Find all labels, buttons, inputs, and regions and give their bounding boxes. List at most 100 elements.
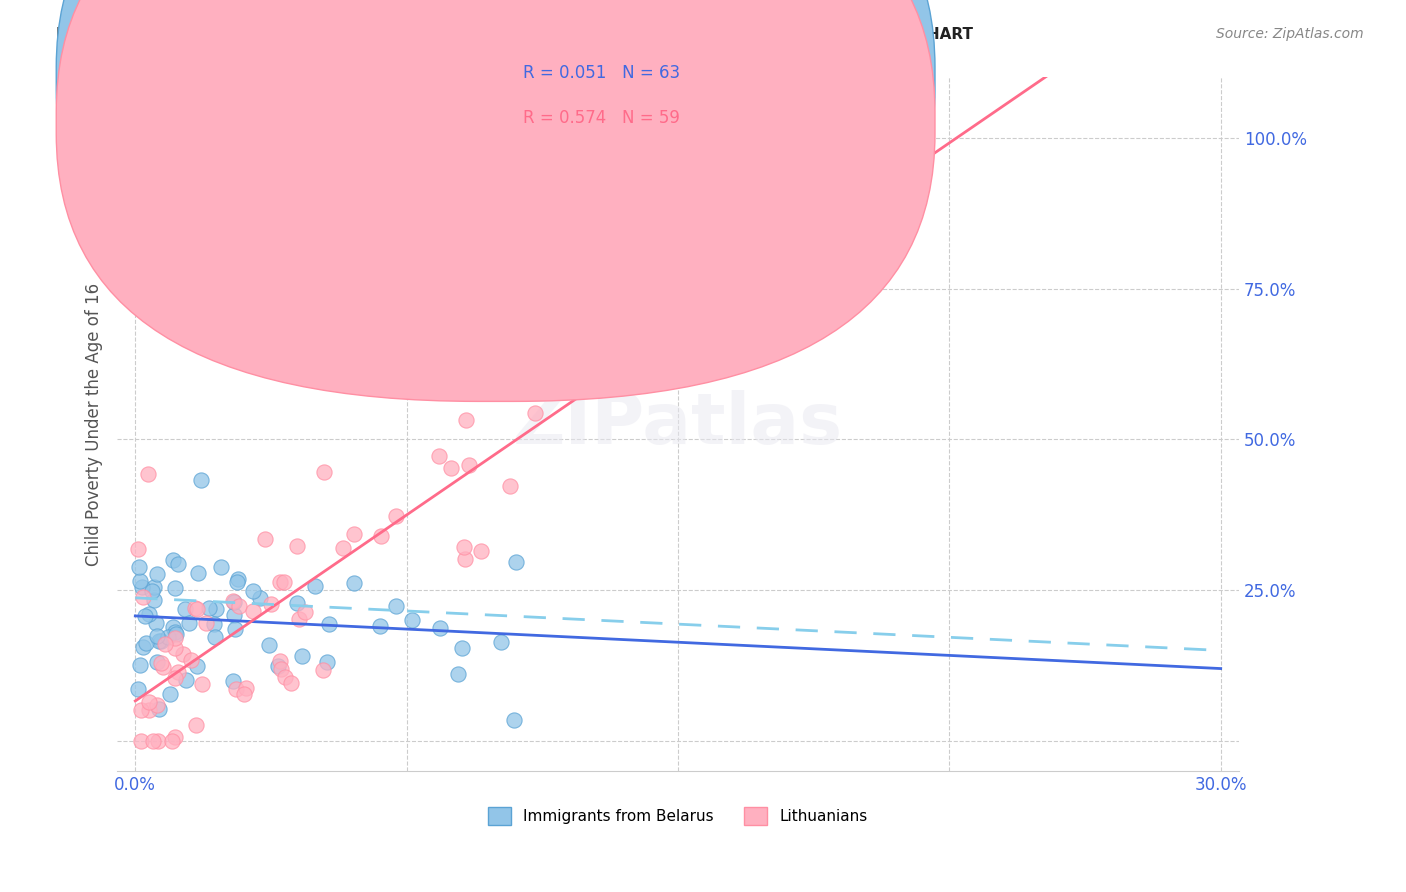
Point <box>186 601 208 615</box>
Point <box>146 567 169 582</box>
Point <box>184 717 207 731</box>
Point <box>148 702 170 716</box>
Point <box>447 666 470 681</box>
Point <box>195 616 218 631</box>
Point <box>165 730 187 744</box>
Point <box>146 655 169 669</box>
Point <box>148 633 170 648</box>
Point <box>523 407 546 421</box>
Point <box>269 654 291 668</box>
Point <box>146 629 169 643</box>
Point <box>167 557 190 571</box>
Point <box>270 662 292 676</box>
Point <box>209 560 232 574</box>
Point <box>165 627 187 641</box>
Point <box>291 649 314 664</box>
Point <box>280 676 302 690</box>
Point <box>134 608 156 623</box>
Point <box>342 576 364 591</box>
Point <box>180 653 202 667</box>
Point <box>470 543 492 558</box>
Point <box>225 575 247 590</box>
Point <box>145 616 167 631</box>
Point <box>162 619 184 633</box>
Text: ZIPatlas: ZIPatlas <box>513 390 844 458</box>
Point <box>132 590 155 604</box>
Point <box>150 634 173 648</box>
Point <box>385 599 408 613</box>
Point <box>204 630 226 644</box>
Point <box>368 619 391 633</box>
Point <box>224 594 246 608</box>
Point <box>129 657 152 672</box>
Point <box>226 573 249 587</box>
Point <box>221 594 243 608</box>
Point <box>224 607 246 622</box>
Point <box>257 639 280 653</box>
Point <box>163 625 186 640</box>
Point <box>294 605 316 619</box>
Point <box>370 529 392 543</box>
Point <box>172 647 194 661</box>
Point <box>318 616 340 631</box>
Point <box>128 560 150 574</box>
Point <box>187 566 209 581</box>
Point <box>253 532 276 546</box>
Point <box>135 635 157 649</box>
Point <box>138 703 160 717</box>
Point <box>285 596 308 610</box>
Point <box>131 580 153 594</box>
Point <box>225 681 247 696</box>
Point <box>163 641 186 656</box>
Point <box>162 734 184 748</box>
Point <box>312 465 335 479</box>
Point <box>202 617 225 632</box>
Point <box>129 734 152 748</box>
Point <box>152 659 174 673</box>
Point <box>177 616 200 631</box>
Point <box>498 479 520 493</box>
Point <box>222 673 245 688</box>
Point <box>453 552 475 566</box>
Point <box>136 467 159 481</box>
Point <box>184 601 207 615</box>
Point <box>233 687 256 701</box>
Point <box>149 656 172 670</box>
Text: Source: ZipAtlas.com: Source: ZipAtlas.com <box>1216 27 1364 41</box>
Point <box>138 695 160 709</box>
Point <box>429 621 451 635</box>
Point <box>145 698 167 712</box>
Point <box>142 734 165 748</box>
Point <box>451 640 474 655</box>
Point <box>198 601 221 615</box>
Point <box>190 473 212 487</box>
Point <box>235 681 257 695</box>
Point <box>186 659 208 673</box>
Point <box>249 591 271 606</box>
Point <box>505 555 527 569</box>
Point <box>127 541 149 556</box>
Point <box>127 681 149 696</box>
Point <box>156 630 179 644</box>
Point <box>146 734 169 748</box>
Point <box>427 449 450 463</box>
Point <box>401 613 423 627</box>
Text: R = 0.574   N = 59: R = 0.574 N = 59 <box>523 109 681 127</box>
Text: IMMIGRANTS FROM BELARUS VS LITHUANIAN CHILD POVERTY UNDER THE AGE OF 16 CORRELAT: IMMIGRANTS FROM BELARUS VS LITHUANIAN CH… <box>56 27 973 42</box>
Point <box>274 670 297 684</box>
Point <box>242 604 264 618</box>
Point <box>131 703 153 717</box>
Legend: Immigrants from Belarus, Lithuanians: Immigrants from Belarus, Lithuanians <box>481 799 876 833</box>
Point <box>205 602 228 616</box>
Point <box>153 637 176 651</box>
Point <box>269 574 291 589</box>
Point <box>285 540 308 554</box>
Point <box>830 130 852 145</box>
Point <box>163 632 186 646</box>
Point <box>260 597 283 611</box>
Point <box>159 687 181 701</box>
Point <box>162 553 184 567</box>
Text: R = 0.051   N = 63: R = 0.051 N = 63 <box>523 64 681 82</box>
Point <box>332 541 354 556</box>
Point <box>311 663 333 677</box>
